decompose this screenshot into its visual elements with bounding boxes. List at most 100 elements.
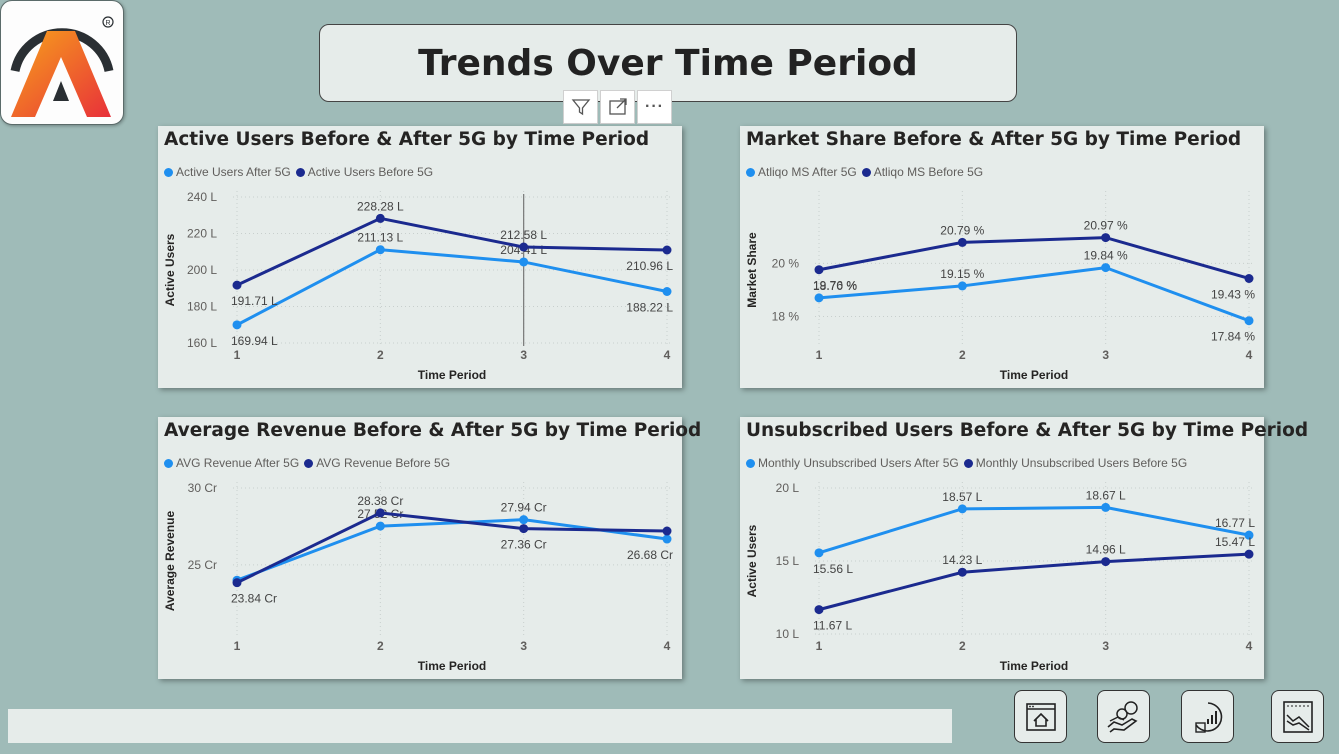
legend-label: Atliqo MS After 5G bbox=[758, 165, 857, 179]
data-point bbox=[375, 245, 385, 255]
y-tick-label: 180 L bbox=[187, 300, 217, 314]
legend-dot-before bbox=[963, 458, 973, 468]
data-label: 228.28 L bbox=[357, 199, 404, 213]
legend-item-before[interactable]: AVG Revenue Before 5G bbox=[304, 456, 450, 470]
data-label: 15.56 L bbox=[813, 562, 853, 576]
data-point bbox=[1244, 316, 1254, 326]
average-revenue-line-chart: 25 Cr 30 Cr 1 2 3 4 Time Period Average Revenue… bbox=[163, 481, 673, 673]
data-label: 18.70 % bbox=[813, 279, 857, 293]
data-label: 19.76 % bbox=[813, 279, 857, 293]
legend-label: AVG Revenue After 5G bbox=[176, 456, 300, 470]
focus-mode-button[interactable] bbox=[600, 90, 635, 124]
x-tick-label: 1 bbox=[816, 639, 823, 653]
x-tick-label: 4 bbox=[664, 639, 671, 653]
data-point bbox=[662, 286, 672, 296]
data-point bbox=[1101, 263, 1111, 273]
x-axis-title: Time Period bbox=[1000, 659, 1068, 673]
y-tick-label: 220 L bbox=[187, 227, 217, 241]
chart-legend: AVG Revenue After 5G AVG Revenue Before … bbox=[164, 456, 455, 470]
nav-button-revenue[interactable] bbox=[1097, 690, 1150, 743]
average-revenue-chart-card[interactable]: Average Revenue Before & After 5G by Tim… bbox=[158, 417, 701, 679]
active-users-chart-card[interactable]: Active Users Before & After 5G by Time P… bbox=[158, 126, 682, 388]
data-point bbox=[232, 578, 242, 588]
x-tick-label: 4 bbox=[664, 348, 671, 362]
data-point bbox=[232, 320, 242, 330]
legend-label: Monthly Unsubscribed Users After 5G bbox=[758, 456, 959, 470]
data-point bbox=[375, 508, 385, 518]
data-point bbox=[1244, 273, 1254, 283]
nav-button-target[interactable] bbox=[1181, 690, 1234, 743]
data-point bbox=[519, 257, 529, 267]
data-label: 28.38 Cr bbox=[357, 494, 403, 508]
legend-dot-after bbox=[746, 167, 755, 177]
legend-item-before[interactable]: Active Users Before 5G bbox=[295, 165, 433, 179]
nav-button-trend[interactable] bbox=[1271, 690, 1324, 743]
data-label: 19.43 % bbox=[1211, 287, 1255, 301]
target-chart-icon bbox=[1194, 701, 1222, 733]
chart-title: Average Revenue Before & After 5G by Tim… bbox=[164, 420, 702, 441]
data-label: 14.23 L bbox=[942, 553, 982, 567]
data-label: 191.71 L bbox=[231, 294, 278, 308]
data-label: 27.94 Cr bbox=[501, 501, 547, 515]
legend-item-before[interactable]: Atliqo MS Before 5G bbox=[861, 165, 983, 179]
data-label: 211.13 L bbox=[357, 231, 403, 245]
y-tick-label: 10 L bbox=[776, 627, 800, 641]
data-point bbox=[375, 521, 385, 531]
chart-legend: Atliqo MS After 5G Atliqo MS Before 5G bbox=[746, 165, 988, 179]
data-point bbox=[519, 242, 529, 252]
y-tick-label: 18 % bbox=[772, 309, 800, 323]
legend-item-before[interactable]: Monthly Unsubscribed Users Before 5G bbox=[963, 456, 1188, 470]
legend-label: Active Users After 5G bbox=[176, 165, 291, 179]
data-point bbox=[519, 515, 529, 525]
data-label: 16.77 L bbox=[1215, 516, 1255, 530]
data-point bbox=[1101, 233, 1111, 243]
market-share-chart-card[interactable]: Market Share Before & After 5G by Time P… bbox=[740, 126, 1264, 388]
y-axis-title: Average Revenue bbox=[163, 511, 177, 612]
unsubscribed-users-chart-card[interactable]: Unsubscribed Users Before & After 5G by … bbox=[740, 417, 1308, 679]
series-line bbox=[818, 505, 1250, 555]
legend-dot-after bbox=[164, 167, 173, 177]
x-tick-label: 2 bbox=[959, 639, 966, 653]
data-point bbox=[1244, 530, 1254, 540]
nav-button-home[interactable] bbox=[1014, 690, 1067, 743]
data-label: 14.96 L bbox=[1086, 543, 1126, 557]
legend-item-after[interactable]: Atliqo MS After 5G bbox=[746, 165, 857, 179]
data-point bbox=[519, 524, 529, 534]
legend-label: Monthly Unsubscribed Users Before 5G bbox=[975, 456, 1188, 470]
data-point bbox=[375, 213, 385, 223]
x-tick-label: 2 bbox=[377, 639, 384, 653]
unsubscribed-users-line-chart: 10 L 15 L 20 L 1 2 3 4 Time Period Active Users 1… bbox=[745, 481, 1255, 673]
data-point bbox=[662, 534, 672, 544]
filter-button[interactable] bbox=[563, 90, 598, 124]
x-tick-label: 3 bbox=[1102, 639, 1109, 653]
legend-item-after[interactable]: Monthly Unsubscribed Users After 5G bbox=[746, 456, 959, 470]
x-tick-label: 2 bbox=[959, 348, 966, 362]
legend-dot-after bbox=[746, 458, 755, 468]
chart-title: Active Users Before & After 5G by Time P… bbox=[164, 129, 650, 150]
bottom-slicer-bar[interactable] bbox=[8, 709, 952, 743]
data-point bbox=[814, 605, 824, 615]
data-label: 23.84 Cr bbox=[231, 592, 277, 606]
y-tick-label: 25 Cr bbox=[188, 558, 217, 572]
y-tick-label: 20 L bbox=[776, 481, 800, 495]
more-options-button[interactable]: ··· bbox=[637, 90, 672, 124]
data-label: 20.79 % bbox=[940, 223, 984, 237]
x-tick-label: 2 bbox=[377, 348, 384, 362]
x-tick-label: 4 bbox=[1246, 348, 1253, 362]
series-line bbox=[818, 236, 1250, 280]
market-share-line-chart: 18 % 20 % 1 2 3 4 Time Period Market Share 18.70… bbox=[745, 191, 1255, 382]
x-axis-title: Time Period bbox=[418, 659, 486, 673]
series-line bbox=[818, 552, 1250, 612]
data-point bbox=[662, 526, 672, 536]
legend-item-after[interactable]: AVG Revenue After 5G bbox=[164, 456, 299, 470]
data-label: 11.67 L bbox=[813, 619, 852, 633]
legend-item-after[interactable]: Active Users After 5G bbox=[164, 165, 291, 179]
legend-dot-before bbox=[861, 167, 871, 177]
series-line bbox=[236, 511, 668, 585]
page-title: Trends Over Time Period bbox=[319, 24, 1017, 102]
y-tick-label: 30 Cr bbox=[188, 481, 217, 495]
y-axis-title: Market Share bbox=[745, 232, 759, 308]
data-point bbox=[1244, 549, 1254, 559]
y-tick-label: 240 L bbox=[187, 190, 217, 204]
more-options-icon: ··· bbox=[645, 98, 664, 115]
